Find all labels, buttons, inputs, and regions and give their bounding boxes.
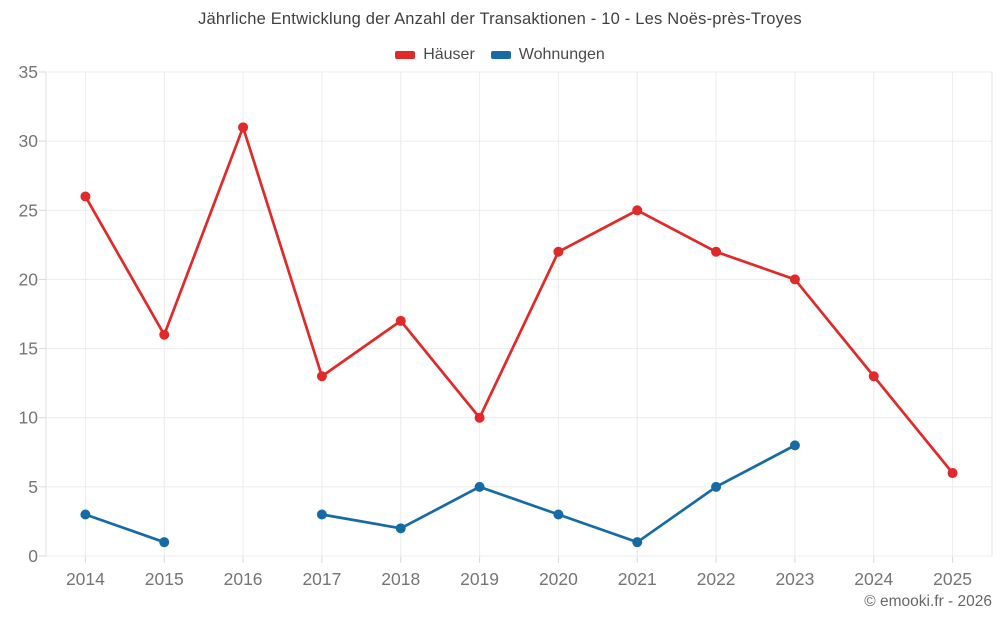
data-point	[316, 509, 327, 520]
data-point	[711, 246, 722, 257]
x-tick-label: 2020	[539, 569, 578, 589]
data-point	[474, 412, 485, 423]
data-point	[553, 246, 564, 257]
legend-item-haeuser[interactable]: Häuser	[395, 46, 475, 64]
data-point	[947, 468, 958, 479]
y-axis-labels: 0 5 10 15 20 25 30 35	[19, 62, 39, 566]
x-tick-label: 2018	[381, 569, 420, 589]
data-point	[632, 537, 643, 548]
data-point	[632, 205, 643, 216]
x-tick-label: 2024	[854, 569, 893, 589]
chart-legend: Häuser Wohnungen	[0, 46, 1000, 64]
chart-title: Jährliche Entwicklung der Anzahl der Tra…	[198, 10, 802, 28]
y-tick-label: 30	[19, 131, 39, 151]
data-point	[80, 509, 91, 520]
y-tick-label: 20	[19, 269, 39, 289]
y-tick-label: 25	[19, 200, 38, 220]
wohnungen-swatch-icon	[490, 51, 511, 59]
data-point	[553, 509, 564, 520]
data-point	[868, 371, 879, 382]
data-point	[159, 329, 170, 340]
data-point	[395, 315, 406, 326]
x-tick-label: 2017	[302, 569, 341, 589]
legend-label: Häuser	[423, 46, 475, 63]
data-point	[789, 274, 800, 285]
data-point	[711, 481, 722, 492]
legend-label: Wohnungen	[518, 46, 605, 63]
x-tick-label: 2023	[775, 569, 814, 589]
y-tick-label: 5	[28, 477, 38, 497]
data-point	[159, 537, 170, 548]
y-tick-label: 0	[28, 546, 38, 566]
x-tick-label: 2019	[460, 569, 499, 589]
data-point	[789, 440, 800, 451]
series-line	[84, 513, 166, 544]
x-tick-label: 2021	[618, 569, 657, 589]
grid	[39, 71, 993, 563]
series-häuser	[80, 122, 958, 479]
copyright-text: © emooki.fr - 2026	[864, 593, 992, 610]
series-line	[84, 125, 954, 475]
x-tick-label: 2022	[697, 569, 736, 589]
x-tick-label: 2025	[933, 569, 972, 589]
x-axis-labels: 2014 2015 2016 2017 2018 2019 2020 2021 2022 2023…	[66, 569, 972, 589]
x-tick-label: 2015	[145, 569, 184, 589]
x-tick-label: 2016	[224, 569, 263, 589]
legend-item-wohnungen[interactable]: Wohnungen	[490, 46, 605, 64]
y-tick-label: 10	[19, 408, 39, 428]
series-wohnungen	[80, 440, 800, 548]
data-point	[80, 191, 91, 202]
data-point	[474, 481, 485, 492]
data-point	[395, 523, 406, 534]
haeuser-swatch-icon	[395, 51, 416, 59]
y-tick-label: 15	[19, 339, 38, 359]
data-point	[238, 122, 249, 133]
data-point	[316, 371, 327, 382]
y-tick-label: 35	[19, 62, 38, 82]
x-tick-label: 2014	[66, 569, 105, 589]
